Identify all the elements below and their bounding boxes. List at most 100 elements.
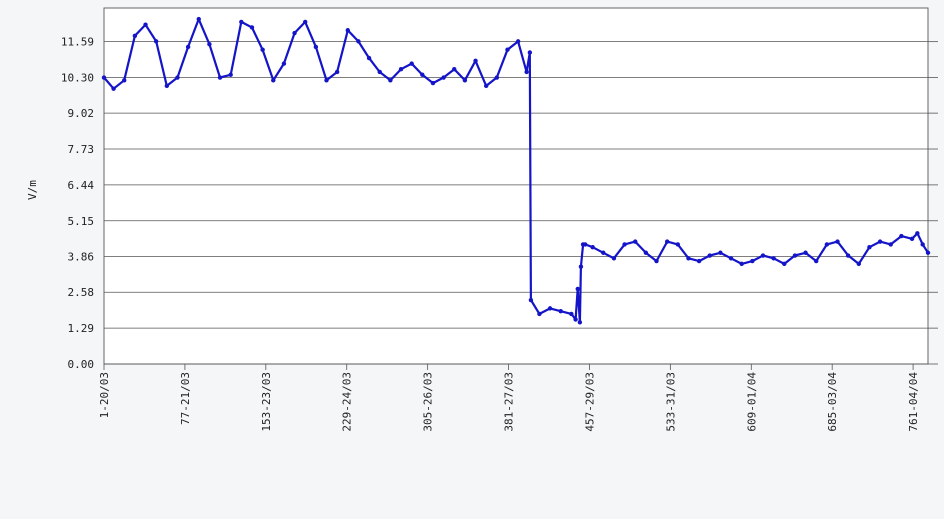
data-point: [111, 86, 115, 90]
data-point: [569, 312, 573, 316]
data-point: [548, 306, 552, 310]
data-point: [771, 256, 775, 260]
data-point: [441, 75, 445, 79]
y-tick-label: 9.02: [68, 107, 95, 120]
data-point: [473, 59, 477, 63]
data-point: [452, 67, 456, 71]
y-tick-label: 6.44: [68, 179, 95, 192]
data-point: [399, 67, 403, 71]
data-point: [878, 239, 882, 243]
data-point: [867, 245, 871, 249]
data-point: [154, 39, 158, 43]
data-point: [207, 42, 211, 46]
x-tick-label: 77-21/03: [179, 372, 192, 425]
y-tick-label: 1.29: [68, 322, 95, 335]
x-axis-ticks: 1-20/03 77-21/03 153-23/03 229-24/03 305-26/…: [98, 364, 920, 432]
y-tick-label: 11.59: [61, 36, 94, 49]
data-point: [915, 231, 919, 235]
data-point: [324, 78, 328, 82]
data-point: [910, 237, 914, 241]
data-point: [665, 239, 669, 243]
data-point: [739, 262, 743, 266]
data-point: [228, 73, 232, 77]
data-point: [708, 253, 712, 257]
data-point: [622, 242, 626, 246]
data-point: [260, 48, 264, 52]
x-tick-label: 457-29/03: [583, 372, 596, 432]
data-point: [601, 251, 605, 255]
data-point: [314, 45, 318, 49]
y-tick-label: 5.15: [68, 215, 95, 228]
data-point: [388, 78, 392, 82]
data-point: [559, 309, 563, 313]
data-point: [431, 81, 435, 85]
y-tick-label: 3.86: [68, 251, 95, 264]
data-point: [133, 34, 137, 38]
data-point: [271, 78, 275, 82]
data-point: [654, 259, 658, 263]
data-point: [583, 242, 587, 246]
data-point: [846, 253, 850, 257]
data-point: [102, 75, 106, 79]
data-point: [335, 70, 339, 74]
data-point: [590, 245, 594, 249]
data-point: [576, 287, 580, 291]
data-point: [612, 256, 616, 260]
data-point: [505, 48, 509, 52]
data-point: [524, 70, 528, 74]
data-point: [793, 253, 797, 257]
data-point: [825, 242, 829, 246]
data-point: [697, 259, 701, 263]
data-point: [573, 317, 577, 321]
y-tick-label: 2.58: [68, 286, 95, 299]
x-tick-label: 1-20/03: [98, 372, 111, 418]
data-point: [686, 256, 690, 260]
plot-background: [104, 8, 928, 364]
data-point: [250, 25, 254, 29]
data-point: [529, 298, 533, 302]
x-tick-label: 229-24/03: [341, 372, 354, 432]
data-point: [143, 22, 147, 26]
data-point: [676, 242, 680, 246]
data-point: [409, 61, 413, 65]
data-point: [718, 251, 722, 255]
data-point: [750, 259, 754, 263]
data-point: [175, 75, 179, 79]
data-point: [644, 251, 648, 255]
data-point: [579, 264, 583, 268]
data-point: [303, 20, 307, 24]
data-point: [367, 56, 371, 60]
data-point: [495, 75, 499, 79]
data-point: [218, 75, 222, 79]
data-point: [814, 259, 818, 263]
y-tick-label: 0.00: [68, 358, 95, 371]
data-point: [282, 61, 286, 65]
data-point: [484, 84, 488, 88]
data-point: [420, 73, 424, 77]
data-point: [516, 39, 520, 43]
y-tick-label: 10.30: [61, 72, 94, 85]
x-tick-label: 153-23/03: [260, 372, 273, 432]
data-point: [761, 253, 765, 257]
data-point: [197, 17, 201, 21]
y-axis-ticks: 0.00 1.29 2.58 3.86 5.15 6.44 7.73 9.02 10.30 11.…: [61, 36, 94, 371]
data-point: [239, 20, 243, 24]
data-point: [528, 50, 532, 54]
x-tick-label: 761-04/04: [907, 372, 920, 432]
data-point: [186, 45, 190, 49]
x-tick-label: 305-26/03: [422, 372, 435, 432]
data-point: [782, 262, 786, 266]
data-point: [633, 239, 637, 243]
data-point: [803, 251, 807, 255]
data-point: [378, 70, 382, 74]
data-point: [926, 251, 930, 255]
data-point: [899, 234, 903, 238]
data-point: [920, 242, 924, 246]
x-tick-label: 533-31/03: [664, 372, 677, 432]
data-point: [835, 239, 839, 243]
data-point: [122, 78, 126, 82]
y-axis-label: V/m: [26, 180, 39, 200]
data-point: [578, 320, 582, 324]
